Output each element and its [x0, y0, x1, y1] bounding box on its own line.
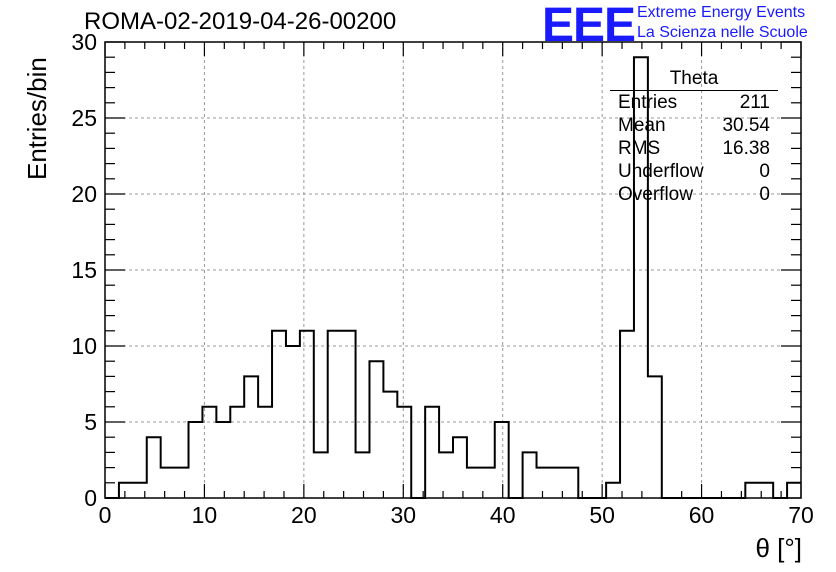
stats-value: 0 [759, 184, 770, 205]
stats-value: 211 [739, 92, 770, 113]
histogram-bar [147, 437, 161, 498]
histogram-bar [453, 437, 467, 498]
histogram-bar [230, 407, 244, 498]
y-tick-label: 0 [84, 485, 97, 511]
histogram-bar [119, 483, 133, 498]
histogram-outline [105, 56, 801, 499]
logo-line-1: Extreme Energy Events [637, 4, 806, 21]
logo-line-2: La Scienza nelle Scuole [637, 24, 808, 41]
x-tick-label: 30 [390, 502, 416, 528]
histogram-bar [648, 376, 662, 498]
stats-row-mean: Mean 30.54 [610, 114, 778, 137]
stats-row-overflow: Overflow 0 [610, 183, 778, 206]
stats-box: Theta Entries 211 Mean 30.54 RMS 16.38 U… [610, 68, 778, 206]
stats-row-rms: RMS 16.38 [610, 137, 778, 160]
histogram-bar [356, 452, 370, 498]
y-axis-label: Entries/bin [22, 57, 52, 180]
y-tick-label: 10 [71, 333, 97, 359]
histogram-bar [787, 483, 801, 498]
histogram-bar [272, 331, 286, 498]
histogram-bar [369, 361, 383, 498]
histogram-bar [300, 331, 314, 498]
histogram-bar [161, 468, 175, 498]
histogram-bar [606, 483, 620, 498]
x-tick-label: 0 [99, 502, 112, 528]
stats-value: 30.54 [722, 115, 770, 136]
histogram-bar [189, 422, 203, 498]
histogram-bar [523, 452, 537, 498]
stats-label: Underflow [618, 161, 704, 182]
histogram-bar [467, 468, 481, 498]
histogram-bar [425, 407, 439, 498]
stats-title: Theta [610, 68, 778, 91]
histogram-bar [620, 331, 634, 498]
x-tick-label: 70 [788, 502, 814, 528]
y-tick-label: 20 [71, 181, 97, 207]
histogram-bar [258, 407, 272, 498]
stats-label: RMS [618, 138, 661, 159]
histogram-bar [564, 468, 578, 498]
stats-label: Entries [618, 92, 678, 113]
y-tick-label: 5 [84, 409, 97, 435]
stats-label: Overflow [618, 184, 693, 205]
histogram-bar [314, 452, 328, 498]
y-tick-label: 30 [71, 29, 97, 55]
stats-row-entries: Entries 211 [610, 91, 778, 114]
stats-row-underflow: Underflow 0 [610, 160, 778, 183]
x-tick-label: 10 [192, 502, 218, 528]
histogram-bar [328, 331, 342, 498]
stats-label: Mean [618, 115, 666, 136]
x-tick-label: 60 [689, 502, 715, 528]
x-tick-label: 20 [291, 502, 317, 528]
histogram-bar [342, 331, 356, 498]
x-tick-label: 40 [490, 502, 516, 528]
tick-labels: 0 10 20 30 40 50 60 70 0 5 10 15 20 25 30 [71, 29, 813, 528]
histogram-bar [244, 376, 258, 498]
x-axis-label: θ [°] [755, 533, 802, 563]
eee-logo: EEE [542, 0, 636, 52]
histogram-bars [105, 56, 801, 499]
stats-value: 0 [759, 161, 770, 182]
histogram-bar [397, 407, 411, 498]
histogram-bar [216, 422, 230, 498]
histogram-bar [495, 422, 509, 498]
histogram-bar [439, 452, 453, 498]
chart-title: ROMA-02-2019-04-26-00200 [84, 8, 397, 35]
histogram-bar [745, 483, 759, 498]
histogram-bar [537, 468, 551, 498]
y-tick-label: 15 [71, 257, 97, 283]
x-tick-label: 50 [589, 502, 615, 528]
histogram-bar [175, 468, 189, 498]
y-tick-label: 25 [71, 105, 97, 131]
histogram-bar [383, 392, 397, 498]
stats-value: 16.38 [722, 138, 770, 159]
axis-ticks [104, 41, 802, 499]
